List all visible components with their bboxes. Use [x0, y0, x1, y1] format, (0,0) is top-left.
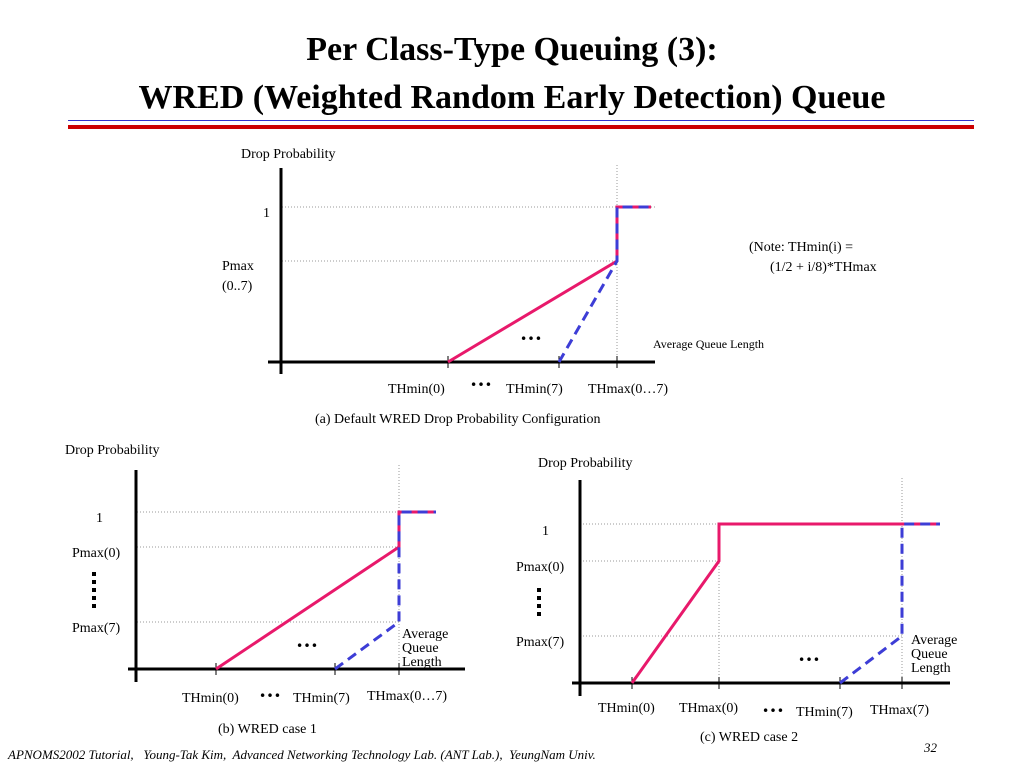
a-caption: (a) Default WRED Drop Probability Config… [315, 412, 601, 427]
b-xlabel-3: Length [402, 655, 442, 670]
slide-title-line1: Per Class-Type Queuing (3): [306, 31, 718, 68]
a-note-line2: (1/2 + i/8)*THmax [770, 260, 877, 275]
b-vertical-dots [92, 572, 96, 608]
a-xlabel: Average Queue Length [653, 337, 764, 351]
a-ylabel: Drop Probability [241, 147, 336, 162]
diagram-b: Drop Probability 1 Pmax(0) Pmax(7) … Ave… [65, 443, 465, 737]
c-caption: (c) WRED case 2 [700, 730, 798, 745]
b-curve-class0 [215, 510, 436, 671]
c-ylabel: Drop Probability [538, 456, 633, 471]
c-x-dots: … [762, 692, 784, 717]
c-dots: … [798, 641, 820, 666]
page-number: 32 [924, 740, 937, 755]
b-y-one: 1 [96, 511, 103, 526]
diagram-a: Drop Probability Average Queue Length 1 … [222, 147, 877, 427]
c-y-pmax7: Pmax(7) [516, 635, 565, 650]
a-x-thmin0: THmin(0) [388, 382, 445, 397]
a-y-pmax-range: (0..7) [222, 279, 253, 294]
slide-title-line2: WRED (Weighted Random Early Detection) Q… [138, 79, 886, 116]
diagram-c: Drop Probability 1 Pmax(0) Pmax(7) … Ave… [516, 456, 957, 745]
c-xlabel-3: Length [911, 661, 951, 676]
c-xlabel-2: Queue [911, 647, 948, 662]
c-x-thmin0: THmin(0) [598, 701, 655, 716]
c-curve-class0 [630, 522, 938, 684]
b-xlabel-2: Queue [402, 641, 439, 656]
b-ylabel: Drop Probability [65, 443, 160, 458]
c-x-thmax0: THmax(0) [679, 701, 738, 716]
b-y-pmax0: Pmax(0) [72, 546, 121, 561]
c-vertical-dots [537, 588, 541, 616]
slide-footer: APNOMS2002 Tutorial, Young-Tak Kim, Adva… [8, 747, 596, 762]
a-curve-class7 [557, 205, 651, 363]
title-rule-red [68, 125, 974, 129]
b-x-dots: … [259, 677, 281, 702]
b-caption: (b) WRED case 1 [218, 722, 317, 737]
b-y-pmax7: Pmax(7) [72, 621, 121, 636]
c-x-thmin7: THmin(7) [796, 705, 853, 720]
title-rule-blue [68, 120, 974, 121]
c-x-thmax7: THmax(7) [870, 703, 929, 718]
c-y-one: 1 [542, 524, 549, 539]
c-curve-class7 [839, 522, 940, 685]
c-y-pmax0: Pmax(0) [516, 560, 565, 575]
a-y-pmax: Pmax [222, 259, 254, 274]
a-y-one: 1 [263, 206, 270, 221]
b-curve-class7 [334, 510, 436, 671]
a-x-thmin7: THmin(7) [506, 382, 563, 397]
a-dots: … [520, 320, 542, 345]
a-note-line1: (Note: THmin(i) = [749, 240, 853, 255]
a-curve-class0 [447, 205, 651, 364]
a-x-dots: … [470, 366, 492, 391]
b-xlabel-1: Average [402, 627, 448, 642]
b-x-thmax: THmax(0…7) [367, 689, 447, 704]
b-x-thmin7: THmin(7) [293, 691, 350, 706]
c-xlabel-1: Average [911, 633, 957, 648]
a-x-thmax: THmax(0…7) [588, 382, 668, 397]
b-x-thmin0: THmin(0) [182, 691, 239, 706]
b-dots: … [296, 627, 318, 652]
